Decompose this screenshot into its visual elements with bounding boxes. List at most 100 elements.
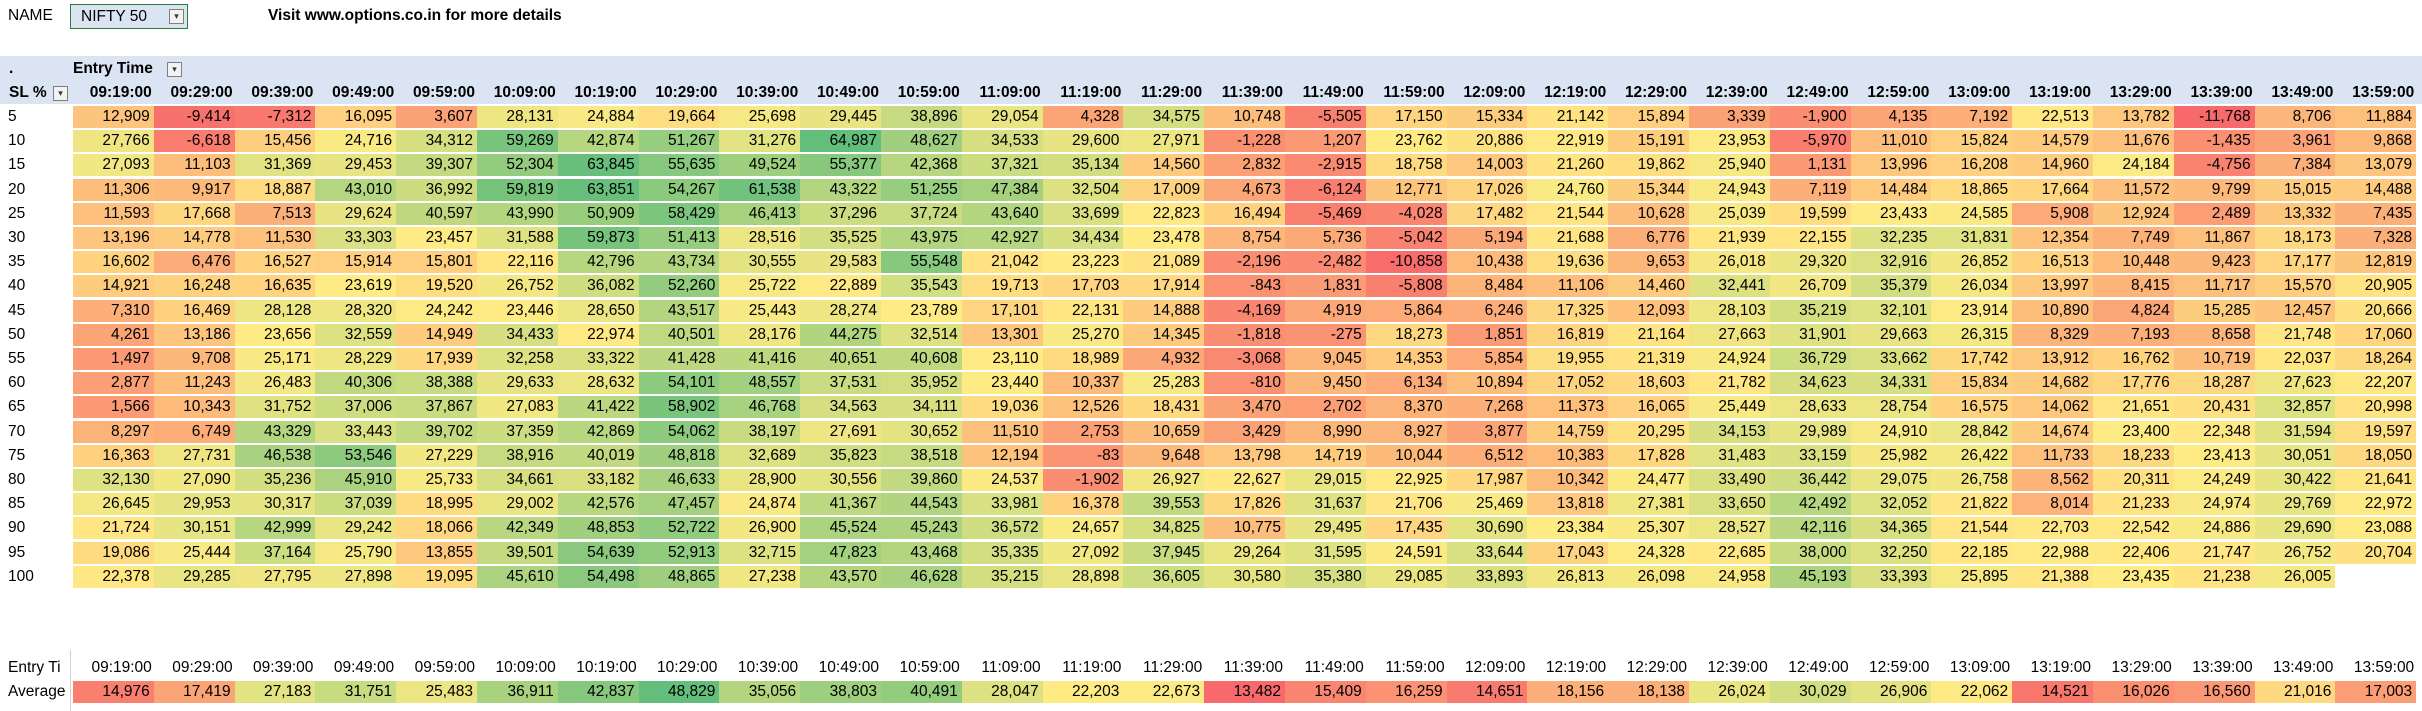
table-cell: 13,782 [2093, 106, 2174, 128]
table-cell: 43,734 [638, 251, 720, 274]
table-cell: 21,042 [961, 251, 1043, 274]
time-header-cell: 13:19:00 [2028, 84, 2091, 101]
average-cell: 17,419 [153, 681, 235, 703]
table-cell: 13,186 [153, 323, 235, 346]
filter-dropdown-icon[interactable]: ▾ [169, 9, 184, 24]
table-cell: 27,795 [234, 565, 316, 588]
table-cell: 24,477 [1608, 469, 1689, 491]
table-cell: 33,443 [315, 420, 397, 443]
table-cell: 28,633 [1769, 396, 1851, 419]
table-cell: 13,855 [396, 541, 477, 564]
table-cell: 41,367 [800, 493, 881, 516]
table-cell: 8,415 [2093, 275, 2174, 298]
table-cell: 8,562 [2012, 469, 2093, 491]
table-cell: 28,842 [1931, 420, 2013, 443]
table-cell: 11,717 [2173, 275, 2255, 298]
table-cell: 29,054 [961, 106, 1043, 128]
table-cell: 28,900 [719, 469, 801, 491]
table-cell: 22,988 [2012, 541, 2093, 564]
time-header-cell: 11:09:00 [979, 84, 1041, 101]
table-cell: 11,010 [1850, 130, 1932, 153]
table-cell: 25,982 [1850, 444, 1932, 467]
table-cell: 11,243 [153, 372, 235, 395]
name-box[interactable]: NIFTY 50 ▾ [70, 4, 188, 29]
table-cell: 29,769 [2254, 493, 2336, 516]
table-cell: 26,900 [719, 517, 801, 540]
time-header-cell: 09:49:00 [332, 84, 395, 101]
average-cell: 22,673 [1123, 681, 1205, 703]
table-cell: 28,274 [800, 299, 881, 322]
table-cell: 11,867 [2173, 227, 2255, 249]
table-cell: 28,632 [557, 372, 639, 395]
table-cell: 39,702 [396, 420, 477, 443]
sl-percent-cell: 90 [8, 519, 26, 537]
footer-time-cell: 10:49:00 [818, 659, 879, 676]
average-cell: 26,024 [1689, 681, 1770, 703]
table-cell: 32,258 [477, 348, 558, 370]
table-cell: 34,365 [1850, 517, 1932, 540]
table-cell: 31,752 [234, 396, 316, 419]
table-cell: 52,260 [638, 275, 720, 298]
table-cell: 34,331 [1850, 372, 1932, 395]
table-cell: 14,062 [2012, 396, 2093, 419]
table-cell: 22,131 [1042, 299, 1124, 322]
table-cell: 26,422 [1931, 444, 2013, 467]
table-cell: 11,106 [1527, 275, 1609, 298]
average-cell: 16,259 [1365, 681, 1447, 703]
time-header-cell: 10:59:00 [897, 84, 960, 101]
time-header-cell: 10:09:00 [493, 84, 556, 101]
table-cell: 2,702 [1285, 396, 1366, 419]
time-header-cell: 09:29:00 [170, 84, 233, 101]
table-cell: 25,790 [315, 541, 397, 564]
footer-time-cell: 12:59:00 [1869, 659, 1930, 676]
table-cell: 18,066 [396, 517, 477, 540]
footer-time-cell: 13:19:00 [2030, 659, 2091, 676]
table-cell: -1,902 [1042, 469, 1124, 491]
table-cell: 19,636 [1527, 251, 1609, 274]
table-cell: 12,194 [961, 444, 1043, 467]
table-cell: 41,416 [719, 348, 801, 370]
sl-percent-cell: 15 [8, 156, 26, 174]
table-cell: 19,664 [638, 106, 720, 128]
table-cell: 25,171 [234, 348, 316, 370]
table-cell: 13,798 [1204, 444, 1285, 467]
table-cell: 36,729 [1769, 348, 1851, 370]
table-cell: 29,600 [1042, 130, 1124, 153]
table-cell: 29,633 [477, 372, 558, 395]
table-cell: 23,440 [961, 372, 1043, 395]
table-cell: 12,457 [2254, 299, 2336, 322]
table-cell: 10,383 [1527, 444, 1609, 467]
footer-time-cell: 11:19:00 [1062, 659, 1122, 676]
table-cell: 33,159 [1769, 444, 1851, 467]
time-header-cell: 10:19:00 [574, 84, 637, 101]
average-cell: 14,976 [73, 681, 154, 703]
sl-filter-icon[interactable]: ▾ [53, 86, 68, 101]
table-cell: 3,429 [1204, 420, 1285, 443]
table-cell: 16,095 [315, 106, 397, 128]
table-cell: 4,261 [73, 323, 154, 346]
table-cell: 24,924 [1689, 348, 1770, 370]
table-cell: 18,989 [1042, 348, 1124, 370]
table-cell: 7,192 [1931, 106, 2013, 128]
time-header-cell: 11:39:00 [1221, 84, 1283, 101]
table-cell: 61,538 [719, 178, 801, 201]
table-cell: 7,749 [2093, 227, 2174, 249]
table-cell: 43,990 [477, 202, 558, 225]
table-cell: 19,597 [2335, 420, 2417, 443]
table-cell: 29,242 [315, 517, 397, 540]
table-cell: 21,939 [1689, 227, 1770, 249]
entry-time-filter-icon[interactable]: ▾ [167, 62, 182, 77]
table-cell: 21,706 [1365, 493, 1447, 516]
table-cell: 18,173 [2254, 227, 2336, 249]
table-cell: 40,501 [638, 323, 720, 346]
table-cell: 35,379 [1850, 275, 1932, 298]
table-cell: 42,368 [881, 154, 962, 177]
table-cell: 14,460 [1608, 275, 1689, 298]
footer-time-cell: 10:39:00 [737, 659, 799, 676]
table-cell: 13,997 [2012, 275, 2093, 298]
table-cell: 5,864 [1365, 299, 1447, 322]
table-cell: 2,753 [1042, 420, 1124, 443]
table-cell: 35,543 [881, 275, 962, 298]
table-cell: 14,759 [1527, 420, 1609, 443]
table-cell: 24,537 [961, 469, 1043, 491]
